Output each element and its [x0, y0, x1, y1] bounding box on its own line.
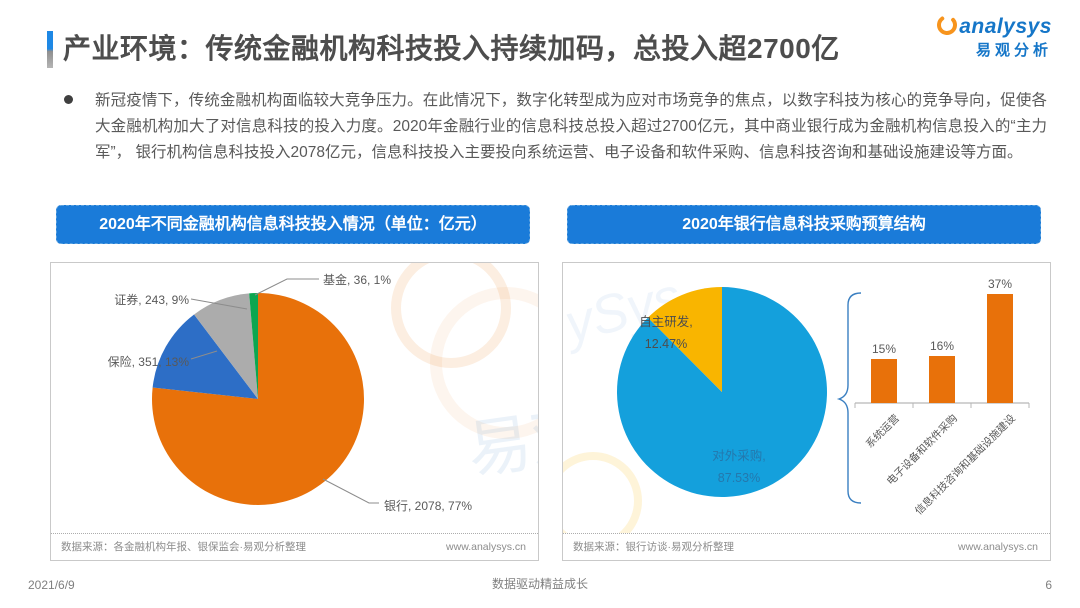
- right-panel-footer: 数据来源：银行访谈·易观分析整理 www.analysys.cn: [563, 533, 1050, 560]
- logo-brand-text: analysys: [959, 14, 1052, 38]
- pie-label-bank: 银行, 2078, 77%: [384, 499, 473, 513]
- pie-slice: [249, 293, 258, 399]
- logo-brand-cn: 易观分析: [975, 42, 1052, 59]
- pie-label-securities: 证券, 243, 9%: [114, 293, 189, 307]
- pie-label-fund: 基金, 36, 1%: [323, 273, 392, 287]
- left-data-source: 数据来源：各金融机构年报、银保监会·易观分析整理: [61, 541, 306, 553]
- bar-信息科技咨询和基础设施建设: [987, 293, 1013, 403]
- brand-logo: analysys 易观分析: [935, 12, 1052, 58]
- bar-value-label: 15%: [871, 341, 897, 356]
- left-chart-banner: 2020年不同金融机构信息科技投入情况（单位：亿元）: [56, 205, 530, 244]
- pie-label-selfdev-pct: 12.47%: [644, 337, 688, 351]
- left-chart-panel: 易观 基金, 36, 1% 证券, 243, 9% 保险, 351, 13% 银…: [50, 262, 539, 561]
- right-chart-banner: 2020年银行信息科技采购预算结构: [567, 205, 1041, 244]
- right-website: www.analysys.cn: [958, 540, 1038, 553]
- pie-label-selfdev-name: 自主研发,: [639, 315, 693, 329]
- bar-电子设备和软件采购: [929, 355, 955, 403]
- curly-brace: [836, 292, 862, 504]
- pie-slice: [194, 293, 258, 399]
- left-website: www.analysys.cn: [446, 540, 526, 553]
- footer-date: 2021/6/9: [28, 578, 75, 592]
- footer-slogan: 数据驱动精益成长: [491, 577, 588, 591]
- left-panel-footer: 数据来源：各金融机构年报、银保监会·易观分析整理 www.analysys.cn: [51, 533, 538, 560]
- pie-label-external-pct: 87.53%: [717, 471, 761, 485]
- title-accent-bar: [47, 31, 53, 68]
- left-pie-leader-lines: [190, 278, 379, 504]
- brace-and-axis: [836, 292, 1030, 504]
- summary-paragraph: 新冠疫情下，传统金融机构面临较大竞争压力。在此情况下，数字化转型成为应对市场竞争…: [95, 92, 1047, 161]
- logo-swirl-icon: [935, 12, 959, 40]
- pie-slice: [152, 314, 258, 399]
- procurement-pie-chart: [617, 287, 827, 497]
- bar-value-label: 16%: [929, 338, 955, 353]
- right-chart-panel: ySys 自主研发, 12.47% 对外采购, 87.53% 15% 系统运营 16…: [562, 262, 1051, 561]
- bar-系统运营: [871, 358, 897, 403]
- footer-page-number: 6: [1045, 578, 1052, 592]
- bullet-icon: [64, 95, 73, 104]
- pie-slice: [647, 287, 722, 392]
- bar-value-label: 37%: [987, 276, 1013, 291]
- pie-slice: [152, 293, 365, 505]
- institutions-pie-chart: [152, 293, 365, 505]
- pie-label-insurance: 保险, 351, 13%: [107, 355, 189, 369]
- page-title: 产业环境：传统金融机构科技投入持续加码，总投入超2700亿: [63, 33, 840, 64]
- pie-label-external-name: 对外采购,: [712, 449, 766, 463]
- right-data-source: 数据来源：银行访谈·易观分析整理: [573, 541, 734, 553]
